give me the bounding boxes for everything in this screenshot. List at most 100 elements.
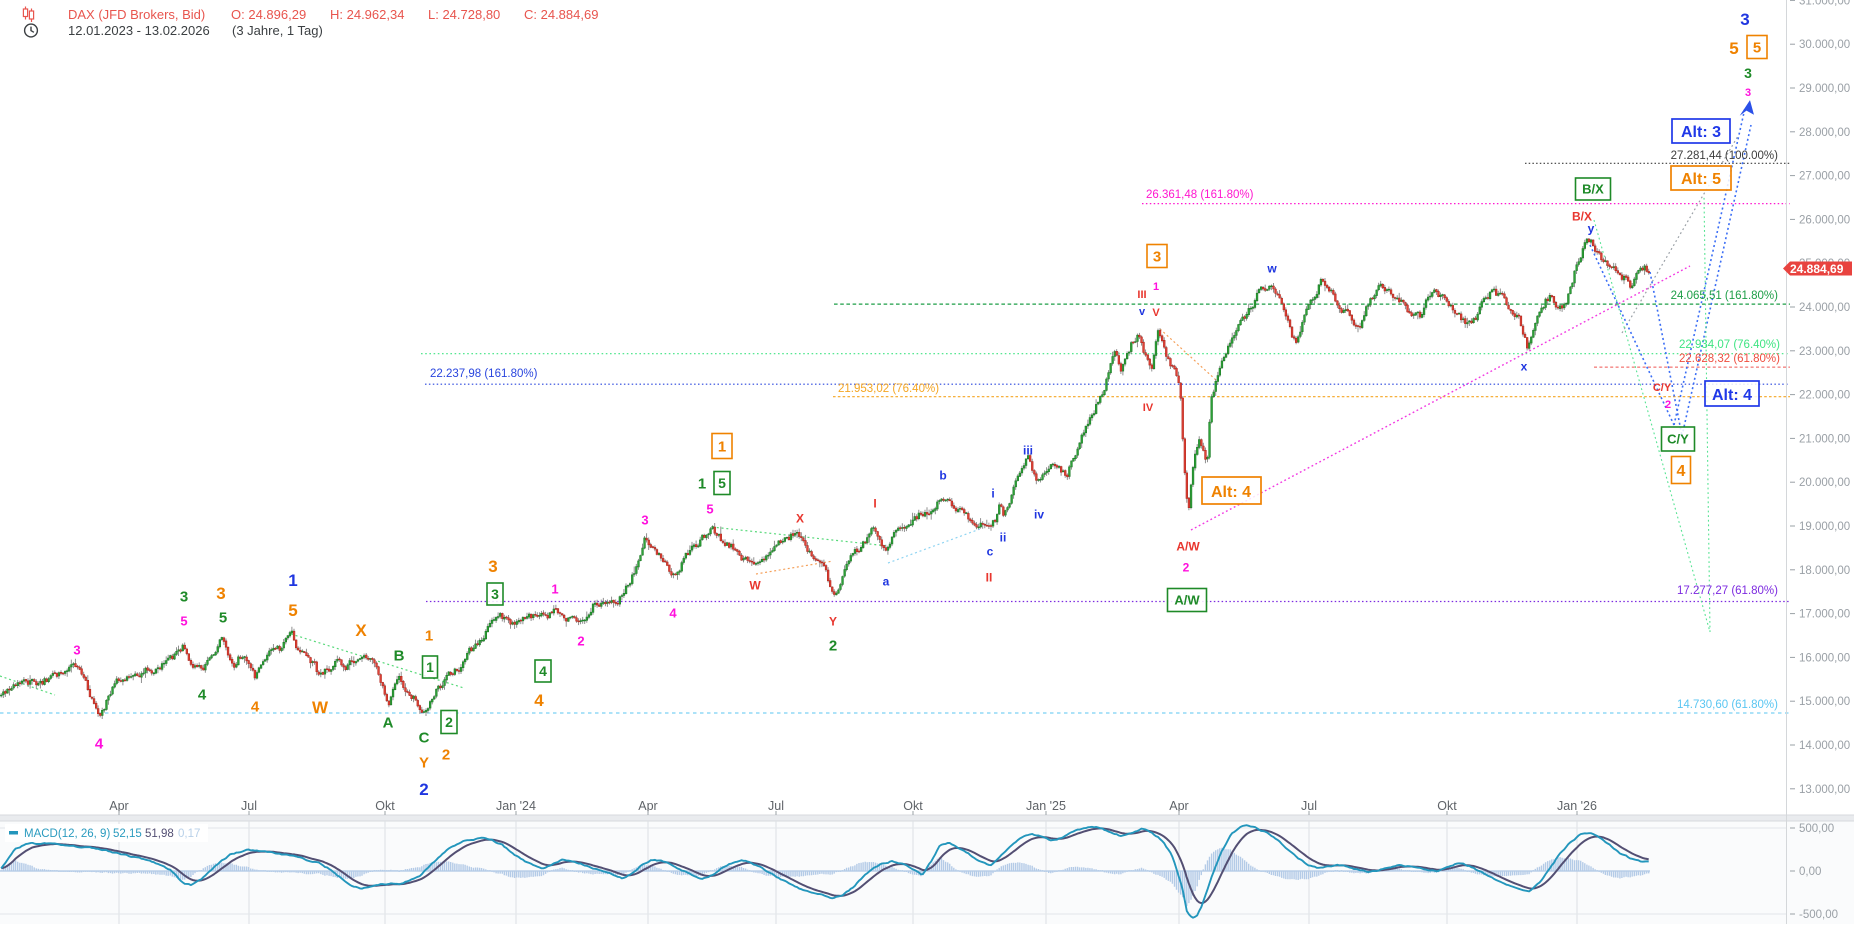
- svg-text:5: 5: [1729, 39, 1738, 58]
- svg-text:5: 5: [288, 601, 297, 620]
- svg-text:v: v: [1139, 306, 1146, 318]
- svg-text:V: V: [1152, 307, 1160, 319]
- svg-text:A: A: [383, 714, 394, 731]
- svg-text:31.000,00: 31.000,00: [1799, 0, 1850, 7]
- svg-text:16.000,00: 16.000,00: [1799, 652, 1850, 664]
- svg-text:1: 1: [425, 627, 433, 644]
- svg-text:21.000,00: 21.000,00: [1799, 433, 1850, 445]
- svg-text:3: 3: [491, 586, 499, 602]
- svg-text:1: 1: [1153, 281, 1159, 293]
- svg-text:Okt: Okt: [1437, 799, 1457, 813]
- svg-text:14.730,60 (61.80%): 14.730,60 (61.80%): [1677, 699, 1778, 711]
- svg-text:i: i: [991, 486, 994, 500]
- svg-text:24.000,00: 24.000,00: [1799, 302, 1850, 314]
- svg-text:0,00: 0,00: [1799, 866, 1821, 878]
- svg-text:3: 3: [1740, 10, 1749, 29]
- svg-text:4: 4: [1677, 463, 1686, 480]
- svg-text:Y: Y: [419, 754, 429, 771]
- svg-text:2: 2: [577, 634, 584, 649]
- svg-text:17.000,00: 17.000,00: [1799, 609, 1850, 621]
- svg-text:W: W: [312, 698, 329, 717]
- svg-text:4: 4: [534, 691, 544, 710]
- svg-text:Jul: Jul: [768, 799, 784, 813]
- svg-text:4: 4: [539, 663, 547, 679]
- svg-text:Jul: Jul: [1301, 799, 1317, 813]
- svg-text:C: 24.884,69: C: 24.884,69: [524, 7, 598, 22]
- svg-text:2: 2: [442, 746, 450, 763]
- svg-text:5: 5: [706, 502, 713, 517]
- svg-text:23.000,00: 23.000,00: [1799, 346, 1850, 358]
- svg-text:x: x: [1521, 359, 1528, 373]
- svg-text:B/X: B/X: [1572, 209, 1592, 223]
- svg-text:13.000,00: 13.000,00: [1799, 784, 1850, 796]
- svg-text:b: b: [939, 468, 946, 482]
- svg-text:a: a: [883, 574, 890, 588]
- svg-text:2: 2: [419, 780, 428, 799]
- svg-text:Alt: 4: Alt: 4: [1211, 484, 1251, 501]
- svg-text:5: 5: [219, 609, 227, 626]
- svg-text:2: 2: [829, 637, 837, 654]
- svg-text:III: III: [1137, 289, 1146, 301]
- svg-text:O: 24.896,29: O: 24.896,29: [231, 7, 306, 22]
- svg-text:5: 5: [180, 614, 187, 629]
- svg-text:52,15: 52,15: [113, 828, 142, 840]
- svg-text:29.000,00: 29.000,00: [1799, 83, 1850, 95]
- svg-text:Apr: Apr: [109, 799, 128, 813]
- svg-text:L: 24.728,80: L: 24.728,80: [428, 7, 500, 22]
- svg-text:12.01.2023 - 13.02.2026: 12.01.2023 - 13.02.2026: [68, 23, 210, 38]
- svg-text:Y: Y: [829, 614, 837, 628]
- svg-text:3: 3: [216, 584, 225, 603]
- svg-text:4: 4: [251, 698, 260, 715]
- svg-text:19.000,00: 19.000,00: [1799, 521, 1850, 533]
- svg-text:3: 3: [1745, 87, 1751, 99]
- svg-text:17.277,27 (61.80%): 17.277,27 (61.80%): [1677, 585, 1778, 597]
- svg-text:30.000,00: 30.000,00: [1799, 39, 1850, 51]
- svg-text:22.237,98 (161.80%): 22.237,98 (161.80%): [430, 368, 538, 380]
- svg-text:3: 3: [180, 588, 188, 605]
- svg-text:I: I: [873, 496, 876, 510]
- svg-text:iii: iii: [1023, 443, 1033, 457]
- svg-text:Okt: Okt: [903, 799, 923, 813]
- svg-text:X: X: [355, 621, 367, 640]
- svg-text:3: 3: [1744, 65, 1752, 81]
- svg-text:26.361,48 (161.80%): 26.361,48 (161.80%): [1146, 189, 1254, 201]
- svg-text:w: w: [1266, 261, 1277, 275]
- svg-text:H: 24.962,34: H: 24.962,34: [330, 7, 404, 22]
- svg-text:3: 3: [488, 557, 497, 576]
- svg-text:Alt: 5: Alt: 5: [1681, 171, 1721, 188]
- svg-text:20.000,00: 20.000,00: [1799, 477, 1850, 489]
- svg-text:3: 3: [73, 643, 80, 658]
- svg-text:5: 5: [718, 475, 726, 491]
- svg-text:II: II: [986, 570, 993, 584]
- svg-text:1: 1: [698, 475, 706, 492]
- svg-text:ii: ii: [1000, 530, 1007, 544]
- svg-text:Alt: 4: Alt: 4: [1712, 387, 1752, 404]
- svg-text:27.000,00: 27.000,00: [1799, 171, 1850, 183]
- svg-text:18.000,00: 18.000,00: [1799, 565, 1850, 577]
- svg-text:24.065,51 (161.80%): 24.065,51 (161.80%): [1671, 290, 1779, 302]
- svg-text:B/X: B/X: [1582, 182, 1604, 197]
- svg-text:Jan '25: Jan '25: [1026, 799, 1066, 813]
- svg-text:500,00: 500,00: [1799, 823, 1834, 835]
- svg-text:Jul: Jul: [241, 799, 257, 813]
- svg-text:C: C: [419, 729, 430, 746]
- svg-text:X: X: [796, 511, 804, 525]
- svg-text:22.628,32 (61.80%): 22.628,32 (61.80%): [1679, 353, 1780, 365]
- svg-text:A/W: A/W: [1176, 539, 1200, 553]
- svg-text:W: W: [749, 578, 761, 592]
- svg-text:22.934,07 (76.40%): 22.934,07 (76.40%): [1679, 339, 1780, 351]
- svg-text:14.000,00: 14.000,00: [1799, 740, 1850, 752]
- svg-text:22.000,00: 22.000,00: [1799, 390, 1850, 402]
- svg-text:27.281,44 (100.00%): 27.281,44 (100.00%): [1671, 150, 1779, 162]
- svg-text:c: c: [987, 544, 994, 558]
- svg-text:Okt: Okt: [375, 799, 395, 813]
- svg-text:0,17: 0,17: [178, 828, 200, 840]
- svg-text:IV: IV: [1143, 402, 1154, 414]
- svg-text:1: 1: [718, 438, 726, 455]
- svg-text:5: 5: [1753, 39, 1761, 56]
- svg-text:51,98: 51,98: [145, 828, 174, 840]
- svg-text:3: 3: [641, 513, 648, 528]
- svg-text:A/W: A/W: [1174, 593, 1200, 608]
- svg-text:2: 2: [1183, 560, 1190, 574]
- svg-text:28.000,00: 28.000,00: [1799, 127, 1850, 139]
